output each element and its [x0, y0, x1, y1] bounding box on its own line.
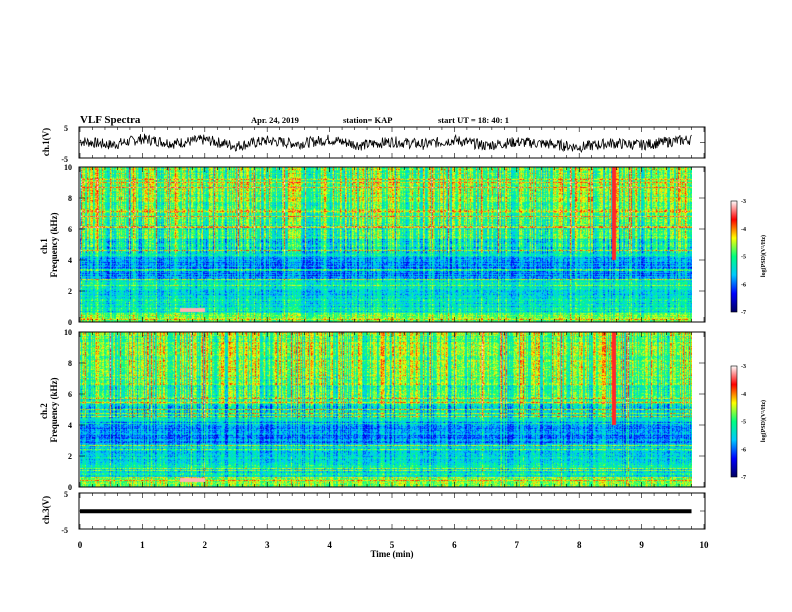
colorbar-2-label: log(PSD)(V²/Hz) [760, 400, 767, 442]
colorbar-tick-label: -6 [741, 447, 746, 453]
y-tick-label: 8 [68, 359, 72, 368]
start-time-label: start UT = 18: 40: 1 [438, 115, 509, 125]
x-tick-label: 5 [390, 540, 395, 550]
ch1-waveform-panel: 5 -5 ch.1(V) [41, 124, 706, 164]
x-tick-label: 8 [577, 540, 582, 550]
colorbar-tick-label: -5 [741, 420, 746, 426]
x-tick-label: 4 [327, 540, 332, 550]
ch2-spectrogram-image [80, 332, 692, 487]
ch2-spectrogram-y-label: ch.2 Frequency (kHz) [39, 377, 59, 442]
x-tick-label: 7 [515, 540, 520, 550]
y-tick-label: 4 [68, 256, 72, 265]
colorbar-tick-label: -4 [741, 227, 746, 233]
ch1-spectrogram-y-label: ch.1 Frequency (kHz) [39, 212, 59, 277]
y-tick-label: 10 [64, 328, 72, 337]
colorbar-1: -3 -4 -5 -6 -7 log(PSD)(V²/Hz) [730, 199, 767, 316]
y-tick-label: 10 [64, 163, 72, 172]
x-tick-label: 0 [78, 540, 83, 550]
colorbar-2: -3 -4 -5 -6 -7 log(PSD)(V²/Hz) [730, 364, 767, 481]
x-tick-label: 6 [452, 540, 457, 550]
colorbar-tick-label: -7 [741, 310, 746, 316]
ch3-y-axis-label: ch.3(V) [41, 496, 51, 524]
y-tick-label: 6 [68, 225, 72, 234]
y-tick-label: 5 [64, 124, 68, 133]
x-tick-label: 10 [700, 540, 710, 550]
y-tick-label: -5 [61, 526, 68, 535]
date-label: Apr. 24, 2019 [251, 115, 299, 125]
ch3-waveform-panel: 5 -5 ch.3(V) 0 1 2 3 4 5 6 7 8 9 10 Time (min) [41, 127, 709, 559]
y-tick-label: 2 [68, 452, 72, 461]
chart-title: VLF Spectra [80, 114, 141, 126]
y-tick-label: -5 [61, 155, 68, 164]
y-tick-label: 6 [68, 390, 72, 399]
colorbar-tick-label: -7 [741, 475, 746, 481]
colorbar-1-label: log(PSD)(V²/Hz) [760, 235, 767, 277]
y-tick-label: 8 [68, 194, 72, 203]
x-tick-label: 9 [639, 540, 644, 550]
station-label: station= KAP [343, 115, 392, 125]
ch1-spectrogram-panel: 0 2 4 6 8 10 ch.1 Frequency (kHz) [39, 163, 706, 327]
y-tick-label: 2 [68, 287, 72, 296]
x-tick-label: 2 [203, 540, 208, 550]
y-tick-label: 5 [64, 490, 68, 499]
colorbar-tick-label: -5 [741, 255, 746, 261]
ch1-y-axis-label: ch.1(V) [41, 128, 51, 156]
colorbar-tick-label: -4 [741, 392, 746, 398]
y-tick-label: 0 [68, 483, 72, 492]
y-tick-label: 0 [68, 318, 72, 327]
y-tick-label: 4 [68, 421, 72, 430]
x-axis-label: Time (min) [370, 549, 413, 559]
colorbar-tick-label: -6 [741, 282, 746, 288]
colorbar-tick-label: -3 [741, 364, 746, 370]
ch1-spectrogram-image [80, 167, 692, 322]
ch1-waveform-line [79, 133, 692, 154]
x-tick-label: 3 [265, 540, 270, 550]
ch2-spectrogram-panel: 0 2 4 6 8 10 ch.2 Frequency (kHz) [39, 328, 706, 492]
x-tick-label: 1 [140, 540, 145, 550]
colorbar-tick-label: -3 [741, 199, 746, 205]
